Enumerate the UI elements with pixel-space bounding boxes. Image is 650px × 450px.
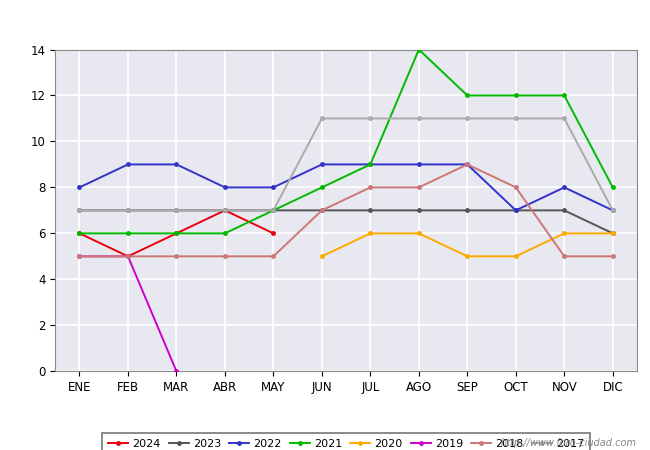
Text: Afiliados en Saelices de la Sal a 31/5/2024: Afiliados en Saelices de la Sal a 31/5/2… xyxy=(127,14,523,32)
Legend: 2024, 2023, 2022, 2021, 2020, 2019, 2018, 2017: 2024, 2023, 2022, 2021, 2020, 2019, 2018… xyxy=(103,433,590,450)
Text: http://www.foro-ciudad.com: http://www.foro-ciudad.com xyxy=(501,438,637,448)
